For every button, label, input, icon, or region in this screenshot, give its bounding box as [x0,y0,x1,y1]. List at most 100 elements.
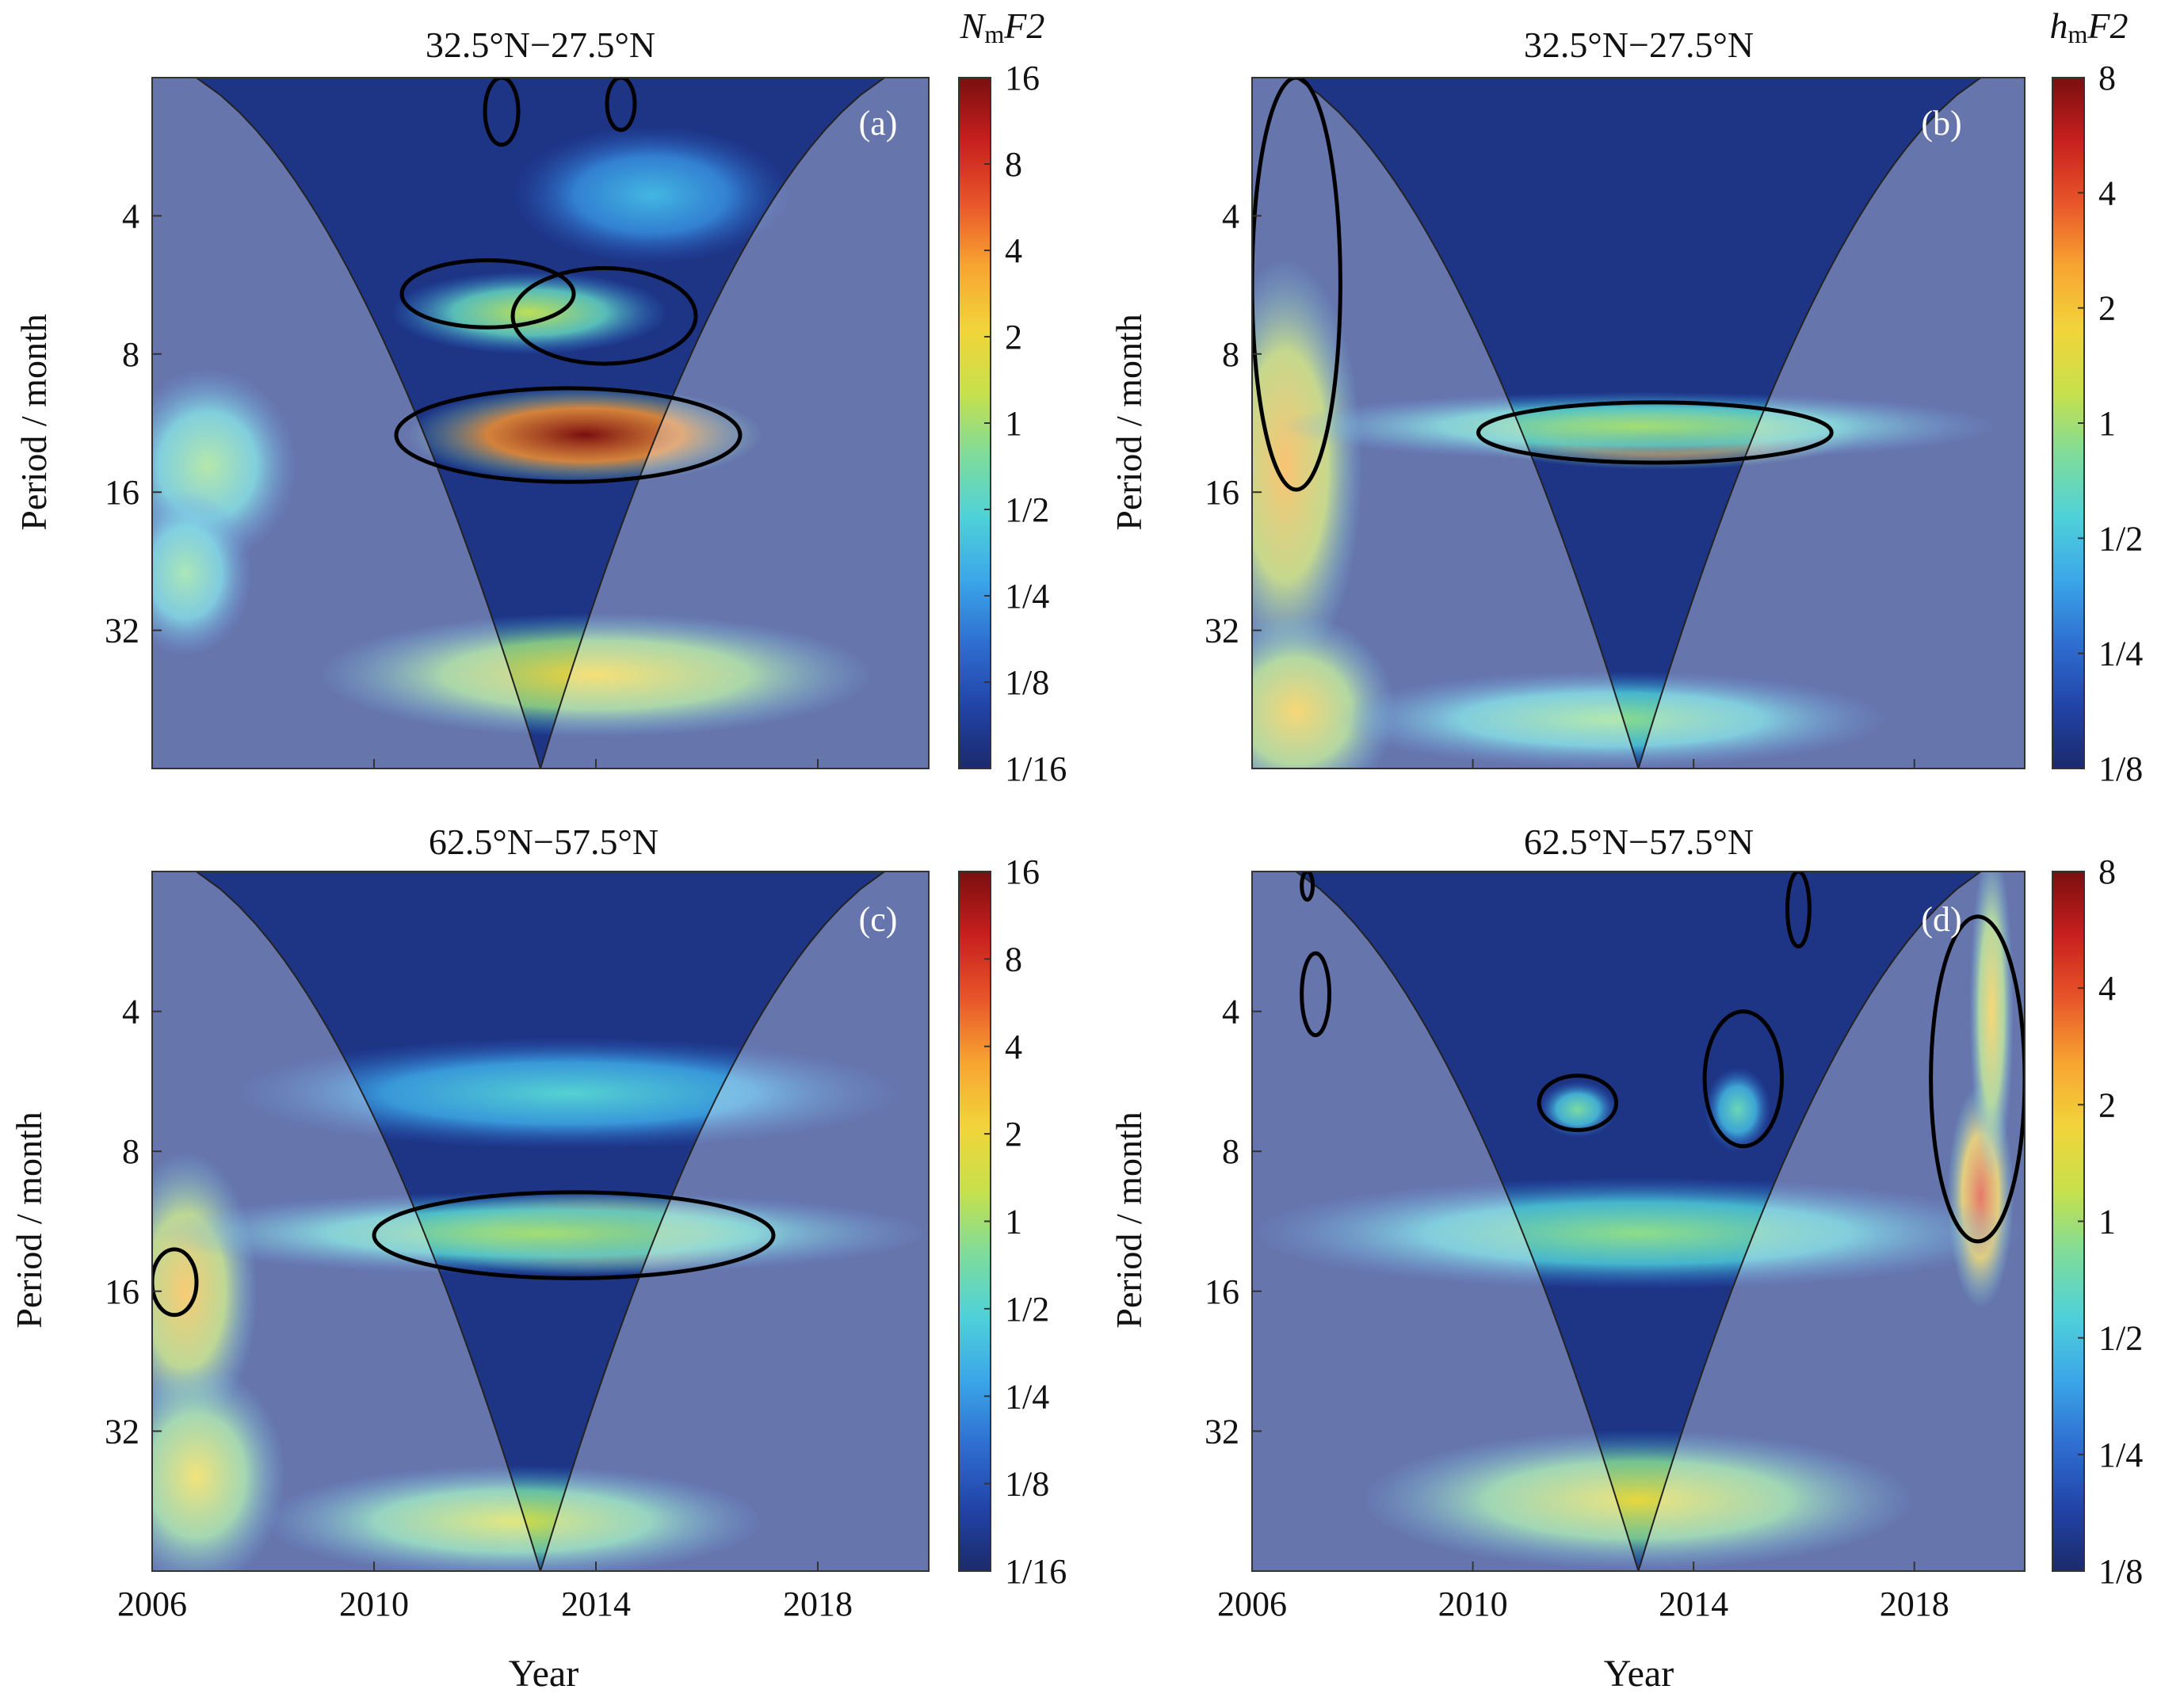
colorbar-tick-label: 1/4 [1005,1377,1049,1416]
colorbar-tick-label: 8 [1005,145,1022,184]
colorbar-tick-label: 2 [1005,1115,1022,1154]
panel-d-tag: (d) [1921,900,1961,939]
x-tick-label: 2010 [339,1585,409,1623]
colorbar-tick-label: 1 [2098,1203,2116,1241]
colorbar-tick-label: 1/4 [1005,577,1049,616]
cone-boundary-right [1637,871,1982,1571]
cone-boundary-left [196,78,541,769]
panel-c-x-axis-label: Year [509,1653,578,1695]
y-tick-label: 8 [1222,1132,1239,1171]
heatmap-field [1252,78,2025,769]
colorbar-tick-label: 16 [1005,59,1040,97]
significance-contour [1537,1074,1619,1132]
panel-d-heatmap [1251,871,2026,1572]
power-region [263,1465,762,1571]
panel-d-colorbar: 8 4 2 1 1/2 1/4 1/8 [2052,852,2143,1591]
panel-d-y-ticks: 4 8 16 32 [1205,993,1262,1451]
power-region [1539,1081,1617,1138]
colorbar-tick-label: 1 [1005,404,1022,443]
significance-contour [605,78,637,132]
y-tick-label: 8 [122,1132,139,1171]
power-region [152,1364,285,1571]
significance-contour [1702,1009,1785,1149]
colorbar-tick-label: 2 [1005,318,1022,357]
significance-contour [1300,951,1331,1038]
power-region [1252,258,1363,673]
significance-contour [1252,78,1342,492]
cbar-label-main: N [960,6,987,46]
colorbar-tick-label: 8 [1005,940,1022,978]
y-tick-label: 32 [105,1412,139,1451]
cone-of-influence-left [1252,78,1639,769]
power-region [1969,871,2014,1180]
panel-c-title: 62.5°N−57.5°N [429,822,659,862]
x-tick-label: 2018 [1880,1585,1949,1623]
cone-of-influence-right [1638,78,2025,769]
x-tick-label: 2014 [1659,1585,1728,1623]
cone-of-influence-right [1638,871,2025,1571]
cbar-label-end: F2 [1003,6,1044,46]
cbar-label-end: F2 [2087,6,2128,46]
y-tick-label: 16 [1205,473,1239,512]
panel-d-x-axis-label: Year [1604,1653,1674,1695]
cone-boundary-right [1637,78,1982,769]
significance-contour [1785,871,1812,949]
y-tick-label: 4 [122,993,139,1032]
cone-of-influence-left [1252,871,1639,1571]
panel-a-heatmap [151,77,930,769]
power-region [152,490,252,656]
colorbar-tick-label: 4 [1005,231,1022,270]
power-region [1334,670,1887,768]
y-tick-label: 4 [1222,993,1239,1032]
y-tick-label: 32 [1205,612,1239,650]
colorbar-tick-label: 1/2 [1005,1290,1049,1329]
colorbar-tick-label: 16 [1005,852,1040,891]
colorbar-tick-label: 2 [2098,289,2116,328]
panel-d-x-ticks: 2006 2010 2014 2018 [1217,1562,1949,1623]
power-region [1362,1429,1915,1570]
panel-a-y-ticks: 4 8 16 32 [105,196,162,650]
colorbar-tick-label: 1 [1005,1203,1022,1241]
y-tick-label: 16 [105,473,139,512]
power-region [391,271,668,354]
panel-c-y-axis-label: Period / month [9,1112,49,1328]
panel-b-colorbar-label: hmF2 [2050,6,2129,48]
colorbar-tick-label: 1/8 [1005,663,1049,702]
panel-b-y-axis-label: Period / month [1109,314,1149,530]
colorbar-tick-label: 1 [2098,404,2116,443]
y-tick-label: 32 [105,612,139,650]
power-region [152,1191,929,1276]
y-tick-label: 8 [122,335,139,374]
significance-contour [1476,400,1834,465]
panel-c-heatmap [151,871,930,1572]
x-tick-label: 2006 [117,1585,187,1623]
cone-boundary-right [540,871,885,1571]
y-tick-label: 32 [1205,1412,1239,1451]
panel-b-title: 32.5°N−27.5°N [1524,25,1754,65]
significance-contour [483,78,521,147]
colorbar-tick-label: 1/4 [2098,1436,2143,1474]
power-region [513,125,790,265]
significance-contour [394,386,743,484]
cbar-label-sub: m [984,20,1004,48]
significance-contour [399,258,576,330]
colorbar-tick-label: 8 [2098,59,2116,97]
heatmap-field [1252,871,2025,1571]
heatmap-field [152,78,929,769]
cbar-label-sub: m [2068,20,2088,48]
colorbar-tick-label: 2 [2098,1085,2116,1124]
x-tick-label: 2010 [1438,1585,1508,1623]
colorbar-tick-label: 1/16 [1005,1552,1067,1591]
significance-contour [1300,871,1315,902]
power-region [319,612,873,738]
y-tick-label: 16 [105,1272,139,1311]
colorbar-tick-label: 1/8 [1005,1465,1049,1504]
colorbar-tick-label: 4 [1005,1028,1022,1066]
x-tick-label: 2014 [561,1585,631,1623]
cone-boundary-left [1295,78,1640,769]
